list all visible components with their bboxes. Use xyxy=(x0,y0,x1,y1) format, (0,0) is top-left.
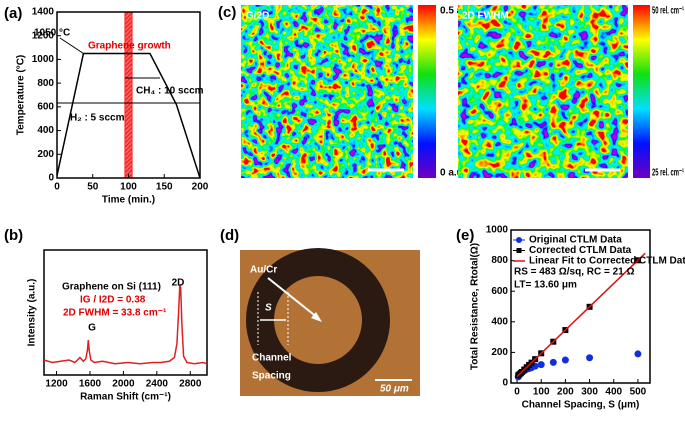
x-tick-label: 200 xyxy=(557,387,574,398)
data-line xyxy=(56,52,201,179)
spacing-label: Channel xyxy=(252,353,292,364)
annotation: LT= 13.60 μm xyxy=(514,280,577,291)
x-tick-label: 150 xyxy=(156,182,173,193)
y-tick-label: 400 xyxy=(491,316,508,327)
pointer-arrow xyxy=(267,277,319,319)
y-tick-label: 800 xyxy=(491,255,508,266)
y-tick-label: 1000 xyxy=(486,225,509,236)
map-title: 2D FWHM xyxy=(462,11,509,22)
growth-band xyxy=(124,11,133,179)
x-axis-label: Channel Spacing, S (μm) xyxy=(522,400,640,411)
x-axis-label: Raman Shift (cm⁻¹) xyxy=(80,392,171,403)
annotation: CH₄ : 10 sccm xyxy=(136,86,204,97)
annotation: Graphene on Si (111) xyxy=(62,282,161,293)
colorbar-max: 0.5 a.u. xyxy=(440,6,474,17)
plot-frame xyxy=(43,249,208,376)
legend-label: Corrected CTLM Data xyxy=(529,245,632,256)
y-tick-label: 1000 xyxy=(32,54,55,65)
x-tick-label: 0 xyxy=(514,387,520,398)
x-tick-label: 50 xyxy=(87,182,99,193)
y-tick-label: 1400 xyxy=(32,7,55,18)
x-tick-label: 100 xyxy=(533,387,550,398)
colorbar-min: 25 rel. cm⁻¹ xyxy=(652,168,684,179)
y-axis-label: Total Resistance, Rtotal(Ω) xyxy=(470,243,481,370)
x-axis-label: Time (min.) xyxy=(102,195,155,206)
x-tick-label: 500 xyxy=(630,387,647,398)
x-tick-label: 1600 xyxy=(79,379,102,390)
annotation: IG / I2D = 0.38 xyxy=(80,295,146,306)
legend-swatch xyxy=(516,237,522,243)
pointer xyxy=(59,37,84,54)
y-tick-label: 1200 xyxy=(32,30,55,41)
colorbar xyxy=(633,5,650,178)
heatmap xyxy=(241,5,413,178)
x-tick-label: 200 xyxy=(192,182,209,193)
x-tick-label: 300 xyxy=(581,387,598,398)
map-title: G/2D xyxy=(246,11,269,22)
data-point xyxy=(537,361,545,369)
data-point xyxy=(549,358,557,366)
y-tick-label: 800 xyxy=(37,78,54,89)
arrow-head xyxy=(311,312,322,322)
data-point xyxy=(561,356,569,364)
annotation: 2D xyxy=(172,278,185,289)
panel-label: (c) xyxy=(218,4,236,21)
y-tick-label: 0 xyxy=(502,378,508,389)
y-tick-label: 600 xyxy=(491,286,508,297)
legend-label: Original CTLM Data xyxy=(529,235,622,246)
panel-label: (b) xyxy=(4,227,23,244)
data-line xyxy=(516,252,646,378)
panel-label: (d) xyxy=(220,227,239,244)
data-point xyxy=(586,354,594,362)
panel-label: (e) xyxy=(456,227,474,244)
spacing-label: Spacing xyxy=(252,371,291,382)
x-tick-label: 2000 xyxy=(112,379,135,390)
spacing-symbol: S xyxy=(265,303,272,314)
panel-label: (a) xyxy=(4,5,22,22)
data-line xyxy=(43,284,208,365)
scale-label: 50 μm xyxy=(380,384,409,395)
x-tick-label: 0 xyxy=(54,182,60,193)
annotation: 2D FWHM = 33.8 cm⁻¹ xyxy=(63,308,167,319)
x-tick-label: 100 xyxy=(120,182,137,193)
legend-swatch xyxy=(516,248,522,253)
legend-label: Linear Fit to Corrected CTLM Data xyxy=(529,256,685,267)
annotation: 1050 °C xyxy=(34,28,70,39)
colorbar xyxy=(418,5,436,178)
annotation: H₂ : 5 sccm xyxy=(70,113,125,124)
x-tick-label: 1200 xyxy=(45,379,68,390)
colorbar-max: 50 rel. cm⁻¹ xyxy=(652,6,684,17)
colorbar-min: 0 a.u. xyxy=(440,168,466,179)
y-axis-label: Intensity (a.u.) xyxy=(27,279,38,347)
y-tick-label: 200 xyxy=(37,149,54,160)
y-axis-label: Temperature (°C) xyxy=(16,55,27,136)
x-tick-label: 2400 xyxy=(146,379,169,390)
y-tick-label: 400 xyxy=(37,125,54,136)
y-tick-label: 600 xyxy=(37,101,54,112)
x-tick-label: 2800 xyxy=(179,379,202,390)
x-tick-label: 400 xyxy=(605,387,622,398)
electrode-label: Au/Cr xyxy=(250,265,277,276)
plot-frame xyxy=(510,229,651,384)
heatmap xyxy=(458,5,628,178)
y-tick-label: 0 xyxy=(48,173,54,184)
annotation: G xyxy=(88,323,96,334)
data-point xyxy=(634,350,642,358)
annotation: Graphene growth xyxy=(88,41,171,52)
annotation: RS = 483 Ω/sq, RC = 21 Ω xyxy=(514,267,635,278)
y-tick-label: 200 xyxy=(491,347,508,358)
